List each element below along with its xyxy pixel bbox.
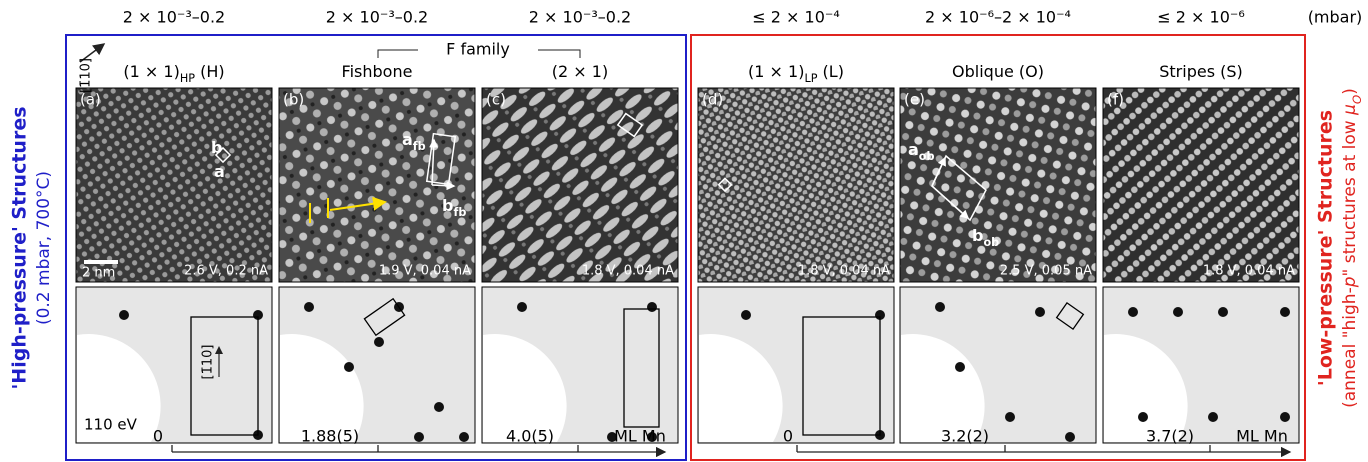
stm-image [698,88,894,282]
leed-spot [459,432,469,442]
structure-name-part: (1 × 1) [123,62,179,81]
group-subtitle-part: O [1350,95,1364,104]
vector-label-part: fb [413,140,426,153]
structure-name: (1 × 1)LP (L) [748,62,844,85]
group-subtitle-part: p [1340,276,1360,288]
coverage-tick-label: 1.88(5) [301,427,359,446]
group-subtitle-part: ) [1340,88,1360,95]
vector-label-part: b [442,196,453,215]
vector-label-part: fb [453,206,466,219]
vector-label: b [211,138,222,157]
stm-image [1103,88,1299,282]
coverage-tick-label: 3.7(2) [1146,427,1194,446]
structure-name: Oblique (O) [952,62,1044,81]
structure-name-part: (L) [817,62,843,81]
scan-parameters: 2.6 V, 0.2 nA [184,264,268,279]
leed-spot [1005,412,1015,422]
structure-name: Stripes (S) [1159,62,1243,81]
leed-spot [1218,307,1228,317]
structure-name-part: (2 × 1) [552,62,608,81]
leed-spot [647,302,657,312]
leed-spot [955,362,965,372]
scan-parameters: 1.9 V, 0.04 nA [379,264,471,279]
leed-energy: 110 eV [84,416,138,434]
leed-spot [741,310,751,320]
group-title: 'Low-pressure' Structures [1315,110,1337,386]
vector-label-part: ob [919,150,935,163]
figure: 2 × 10⁻³–0.2(1 × 1)HP (H)(a)2.6 V, 0.2 n… [0,0,1368,462]
leed-direction: [1̄10] [201,345,216,380]
family-label: F family [446,40,510,59]
leed-spot [935,302,945,312]
coverage-tick-label: 0 [783,427,793,446]
leed-spot [119,310,129,320]
vector-label-part: a [402,130,413,149]
stm-image [900,88,1096,282]
vector-label-part: ob [983,236,999,249]
structure-name-part: LP [804,72,817,85]
group-subtitle-part: " structures at low [1340,115,1360,277]
scan-parameters: 1.8 V, 0.04 nA [1203,264,1295,279]
group-subtitle-part: (anneal "high- [1340,287,1360,408]
group-title: 'High-pressure' Structures [9,106,31,389]
vector-label-part: b [211,138,222,157]
group-subtitle: (anneal "high-p" structures at low μO) [1340,88,1364,408]
stm-image [482,88,678,282]
pressure: ≤ 2 × 10⁻⁴ [752,8,839,27]
coverage-tick-label: 3.2(2) [941,427,989,446]
leed-spot [374,337,384,347]
vector-arrow [432,185,454,186]
panel-label: (f) [1107,91,1124,109]
panel-label: (c) [486,91,506,109]
structure-name: (1 × 1)HP (H) [123,62,224,85]
vector-label-part: a [214,162,225,181]
leed-spot [1065,432,1075,442]
leed-spot [304,302,314,312]
structure-name: Fishbone [342,62,413,81]
structure-name-part: Oblique (O) [952,62,1044,81]
vector-label-part: a [908,140,919,159]
leed-spot [434,402,444,412]
leed-spot [1280,412,1290,422]
leed-spot [1035,307,1045,317]
coverage-unit: ML Mn [614,427,666,446]
pressure: 2 × 10⁻³–0.2 [123,8,225,27]
direction-label: [1̄10] [79,58,94,93]
leed-spot [414,432,424,442]
panel-label: (e) [904,91,925,109]
leed-spot [1173,307,1183,317]
structure-name-part: Stripes (S) [1159,62,1243,81]
panel-label: (d) [702,91,723,109]
group-subtitle-part: (0.2 mbar, 700°C) [34,171,54,325]
stm-image [76,88,272,282]
leed-spot [344,362,354,372]
coverage-tick-label: 0 [153,427,163,446]
vector-label-part: b [972,226,983,245]
leed-spot [517,302,527,312]
coverage-unit: ML Mn [1236,427,1288,446]
coverage-tick-label: 4.0(5) [506,427,554,446]
structure-name: (2 × 1) [552,62,608,81]
panel-label: (b) [283,91,304,109]
structure-name-part: HP [180,72,195,85]
pressure: 2 × 10⁻⁶–2 × 10⁻⁴ [925,8,1071,27]
structure-name-part: (H) [195,62,225,81]
pressure: 2 × 10⁻³–0.2 [326,8,428,27]
group-subtitle-part: μ [1340,104,1360,116]
leed-spot [1128,307,1138,317]
group-subtitle: (0.2 mbar, 700°C) [34,171,54,325]
structure-name-part: (1 × 1) [748,62,804,81]
pressure: 2 × 10⁻³–0.2 [529,8,631,27]
pressure-unit: (mbar) [1308,8,1363,27]
pressure: ≤ 2 × 10⁻⁶ [1157,8,1244,27]
leed-spot [1280,307,1290,317]
scan-parameters: 1.8 V, 0.04 nA [582,264,674,279]
leed-spot [1138,412,1148,422]
scan-parameters: 1.8 V, 0.04 nA [798,264,890,279]
leed-spot [1208,412,1218,422]
vector-label: a [214,162,225,181]
scan-parameters: 2.5 V, 0.05 nA [1000,264,1092,279]
structure-name-part: Fishbone [342,62,413,81]
scale-bar-label: 2 nm [82,266,115,281]
